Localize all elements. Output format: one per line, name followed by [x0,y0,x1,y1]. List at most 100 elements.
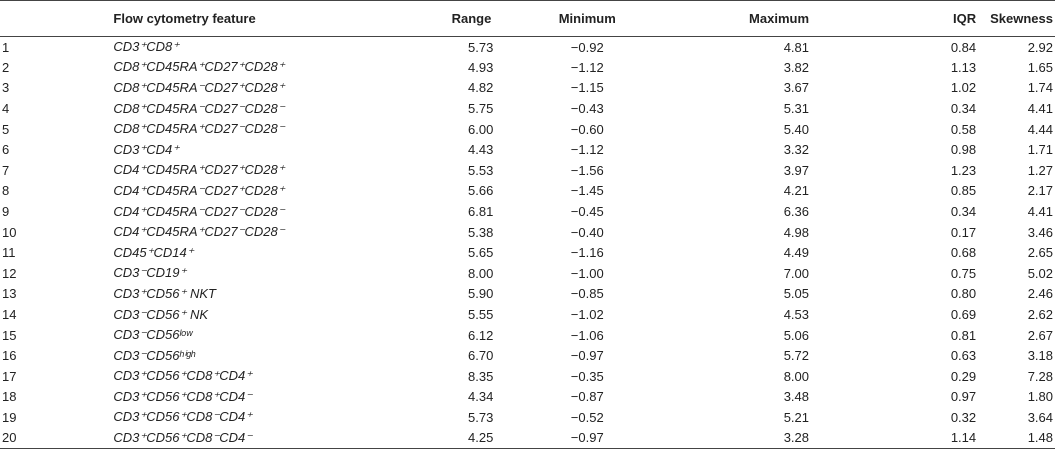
row-feature: CD3⁺CD8⁺ [113,39,180,55]
row-range: 5.73 [468,409,494,425]
row-skewness: 3.18 [1027,348,1053,364]
row-range: 4.25 [468,430,494,446]
row-iqr: 0.85 [950,183,977,199]
row-index: 12 [2,265,17,281]
row-maximum: 3.82 [783,59,810,75]
table-row: 11 CD45⁺CD14⁺ 5.65 −1.16 4.49 0.68 2.65 [0,242,1055,263]
table-row: 4 CD8⁺CD45RA⁻CD27⁻CD28⁻ 5.75 −0.43 5.31 0.34 4… [0,98,1055,119]
row-feature: CD8⁺CD45RA⁻CD27⁻CD28⁻ [113,100,285,116]
row-feature: CD4⁺CD45RA⁺CD27⁺CD28⁺ [113,162,285,178]
row-feature: CD3⁺CD4⁺ [113,141,180,157]
row-skewness: 1.80 [1027,389,1053,405]
row-feature: CD4⁺CD45RA⁻CD27⁺CD28⁺ [113,182,285,198]
row-maximum: 5.21 [783,409,810,425]
row-skewness: 4.41 [1027,101,1053,117]
row-range: 4.93 [468,59,494,75]
header-index [0,1,41,37]
row-minimum: −1.45 [570,183,604,199]
row-iqr: 0.84 [950,39,977,55]
row-maximum: 5.05 [783,286,810,302]
row-iqr: 0.98 [950,142,977,158]
row-index: 17 [2,368,17,384]
row-skewness: 2.67 [1027,327,1053,343]
row-skewness: 2.17 [1027,183,1053,199]
row-iqr: 0.81 [950,327,977,343]
row-index: 4 [2,101,10,117]
row-range: 5.90 [468,286,494,302]
header-skewness: Skewness [990,11,1053,26]
row-index: 10 [2,224,17,240]
row-iqr: 1.14 [950,430,977,446]
row-maximum: 4.81 [783,39,810,55]
row-skewness: 1.27 [1027,162,1053,178]
row-minimum: −1.16 [570,245,604,261]
table-row: 7 CD4⁺CD45RA⁺CD27⁺CD28⁺ 5.53 −1.56 3.97 1.23 1… [0,160,1055,181]
row-maximum: 3.28 [783,430,810,446]
row-iqr: 0.63 [950,348,977,364]
row-iqr: 0.80 [950,286,977,302]
row-minimum: −0.40 [570,224,604,240]
header-minimum: Minimum [558,11,616,26]
row-maximum: 3.32 [783,142,810,158]
row-index: 19 [2,409,17,425]
row-maximum: 5.40 [783,121,810,137]
row-minimum: −0.87 [570,389,604,405]
row-minimum: −1.15 [570,80,604,96]
table-header: Flow cytometry feature Range Minimum Max… [0,0,1055,37]
row-range: 4.34 [468,389,494,405]
row-maximum: 4.53 [783,307,810,323]
row-index: 5 [2,121,10,137]
row-iqr: 0.58 [950,121,977,137]
table-row: 12 CD3⁻CD19⁺ 8.00 −1.00 7.00 0.75 5.02 [0,263,1055,284]
row-skewness: 5.02 [1027,265,1053,281]
table-row: 18 CD3⁺CD56⁺CD8⁺CD4⁻ 4.34 −0.87 3.48 0.97 1.80 [0,387,1055,408]
row-index: 18 [2,389,17,405]
table-row: 2 CD8⁺CD45RA⁺CD27⁺CD28⁺ 4.93 −1.12 3.82 1.13 1… [0,57,1055,78]
row-iqr: 1.23 [950,162,977,178]
row-iqr: 0.75 [950,265,977,281]
row-feature: CD3⁻CD56ʰⁱᵍʰ [113,347,195,363]
header-row: Flow cytometry feature Range Minimum Max… [0,0,1055,37]
row-maximum: 5.72 [783,348,810,364]
row-maximum: 5.06 [783,327,810,343]
table-row: 3 CD8⁺CD45RA⁻CD27⁺CD28⁺ 4.82 −1.15 3.67 1.02 1… [0,78,1055,99]
row-index: 1 [2,39,10,55]
row-index: 15 [2,327,17,343]
row-index: 7 [2,162,10,178]
row-index: 6 [2,142,10,158]
row-skewness: 2.92 [1027,39,1053,55]
row-maximum: 3.67 [783,80,810,96]
row-range: 6.00 [468,121,494,137]
header-feature: Flow cytometry feature [113,11,256,26]
row-minimum: −0.35 [570,368,604,384]
header-maximum: Maximum [749,11,810,26]
row-feature: CD3⁻CD56ˡᵒʷ [113,327,193,343]
table-row: 10 CD4⁺CD45RA⁺CD27⁻CD28⁻ 5.38 −0.40 4.98 0.17… [0,222,1055,243]
row-minimum: −0.60 [570,121,604,137]
row-maximum: 3.48 [783,389,810,405]
row-iqr: 0.17 [950,224,977,240]
row-range: 4.82 [468,80,494,96]
row-feature: CD4⁺CD45RA⁺CD27⁻CD28⁻ [113,224,285,240]
header-range: Range [451,11,492,26]
row-minimum: −1.06 [570,327,604,343]
row-range: 8.35 [468,368,494,384]
row-range: 5.38 [468,224,494,240]
row-feature: CD8⁺CD45RA⁺CD27⁻CD28⁻ [113,121,285,137]
row-minimum: −0.97 [570,430,604,446]
row-feature: CD3⁻CD19⁺ [113,265,187,281]
row-maximum: 3.97 [783,162,810,178]
row-feature: CD3⁺CD56⁺ NKT [113,285,216,301]
table-row: 9 CD4⁺CD45RA⁻CD27⁻CD28⁻ 6.81 −0.45 6.36 0.34 4… [0,201,1055,222]
row-index: 11 [2,245,16,261]
row-index: 9 [2,204,10,220]
row-iqr: 0.97 [950,389,977,405]
row-minimum: −1.56 [570,162,604,178]
row-range: 6.70 [468,348,494,364]
row-range: 5.75 [468,101,494,117]
row-range: 5.53 [468,162,494,178]
row-minimum: −1.02 [570,307,604,323]
row-iqr: 0.32 [950,409,977,425]
row-skewness: 3.46 [1027,224,1053,240]
